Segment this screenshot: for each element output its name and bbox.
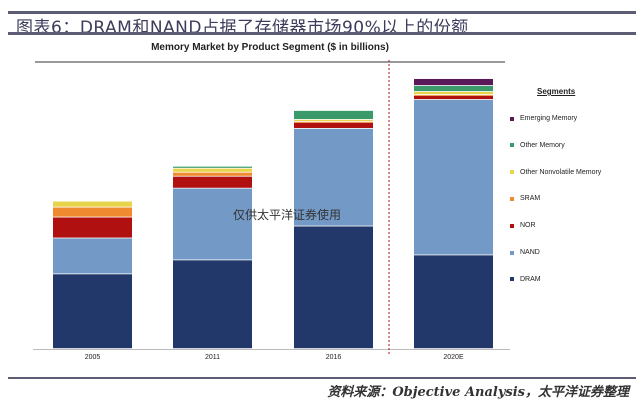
legend-item: NAND (510, 249, 540, 256)
bar-nand-2011 (173, 188, 252, 260)
legend-item: Emerging Memory (510, 115, 577, 122)
bar-other-memory-2020E (414, 85, 493, 92)
legend-label: NOR (520, 222, 536, 230)
footer-rule (8, 377, 636, 379)
bar-sram-2005 (53, 207, 132, 217)
legend-item: DRAM (510, 276, 541, 283)
title-top-rule (8, 11, 636, 14)
legend-label: Other Nonvolatile Memory (520, 168, 602, 176)
bar-dram-2016 (294, 226, 373, 349)
x-tick-label: 2005 (85, 354, 101, 361)
x-tick-label: 2016 (326, 354, 342, 361)
watermark: 仅供太平洋证券使用 (233, 208, 342, 222)
legend-label: Other Memory (520, 141, 565, 149)
bar-dram-2005 (53, 274, 132, 349)
bar-other-nonvolatile-memory-2020E (414, 91, 493, 95)
legend-swatch (510, 143, 514, 148)
x-tick-label: 2011 (205, 354, 220, 361)
legend-swatch (510, 250, 514, 255)
bar-sram-2016 (294, 121, 373, 123)
legend-title: Segments (537, 87, 576, 96)
bar-nor-2016 (294, 122, 373, 128)
legend-label: NAND (520, 249, 540, 256)
chart-title: Memory Market by Product Segment ($ in b… (151, 42, 389, 53)
bar-other-memory-2011 (173, 166, 252, 168)
bar-nor-2005 (53, 217, 132, 238)
legend-label: Emerging Memory (520, 115, 578, 122)
legend-label: SRAM (520, 195, 541, 203)
source-note: 资料来源：Objective Analysis，太平洋证券整理 (327, 385, 629, 400)
bar-other-memory-2016 (294, 110, 373, 120)
bar-nor-2020E (414, 95, 493, 100)
bar-sram-2020E (414, 94, 493, 96)
x-tick-label: 2020E (443, 354, 464, 361)
legend-item: SRAM (510, 195, 540, 202)
bar-nand-2005 (53, 238, 132, 274)
legend-swatch (510, 277, 514, 282)
bar-other-nonvolatile-memory-2005 (53, 201, 132, 207)
bar-other-nonvolatile-memory-2011 (173, 168, 252, 172)
bar-other-nonvolatile-memory-2016 (294, 119, 373, 122)
legend-item: NOR (510, 222, 536, 229)
legend-item: Other Nonvolatile Memory (510, 169, 601, 176)
legend-swatch (510, 196, 514, 201)
bar-dram-2011 (173, 260, 252, 349)
legend-swatch (510, 116, 514, 121)
bar-dram-2020E (414, 255, 493, 349)
bar-sram-2011 (173, 172, 252, 176)
legend-label: DRAM (520, 275, 541, 283)
title-bottom-rule (8, 32, 636, 35)
bar-nand-2020E (414, 99, 493, 255)
legend-swatch (510, 170, 514, 175)
legend-item: Other Memory (510, 142, 565, 149)
bar-nand-2016 (294, 128, 373, 226)
bar-emerging-memory-2020E (414, 78, 493, 86)
legend-swatch (510, 223, 514, 228)
bar-nor-2011 (173, 176, 252, 188)
